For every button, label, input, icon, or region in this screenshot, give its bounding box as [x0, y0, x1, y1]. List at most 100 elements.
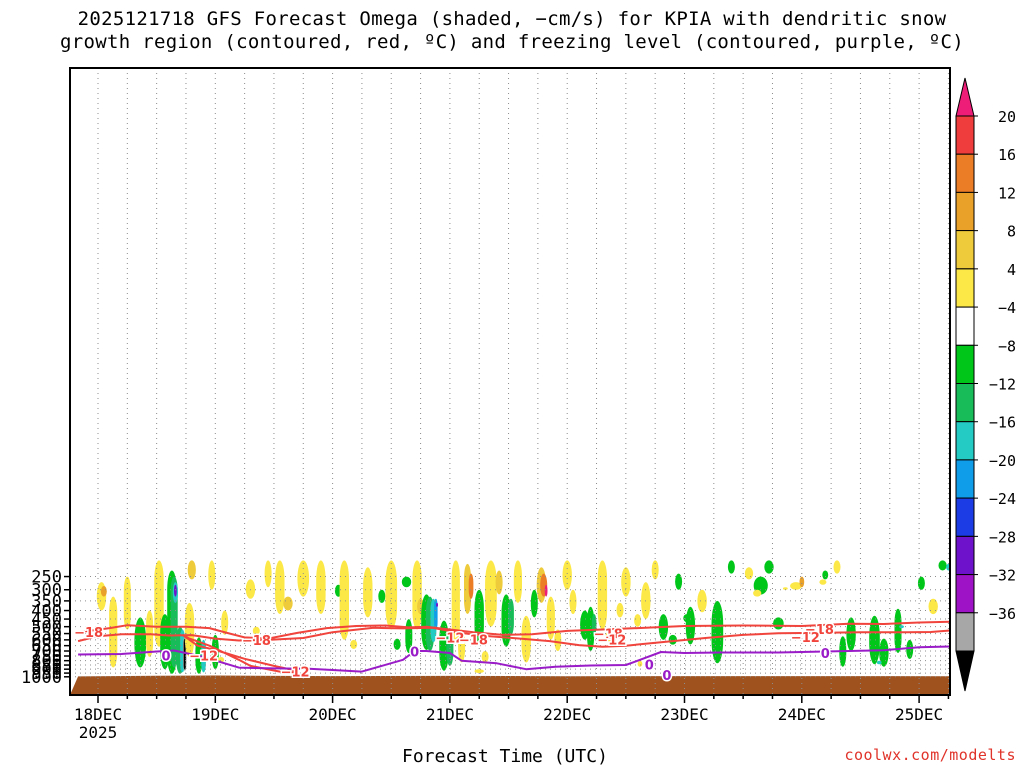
colorbar-label: −4	[998, 299, 1016, 317]
y-tick-label: 800	[31, 652, 62, 672]
omega-cell	[134, 617, 147, 668]
omega-cell	[393, 638, 401, 650]
freezing-contour-label: 0	[662, 669, 671, 684]
y-tick-label: 350	[31, 592, 62, 612]
colorbar-swatch	[955, 459, 975, 499]
surface-terrain	[70, 675, 950, 695]
omega-cell	[621, 567, 631, 597]
omega-cell	[833, 560, 841, 574]
y-axis: 2503003504004505005506006507007508008509…	[21, 568, 70, 688]
y-tick-label: 950	[31, 664, 62, 684]
omega-cell	[316, 560, 326, 614]
colorbar: 20 16 12 8 4 −4 −8 −12 −16 −20 −24 −28 −32 −36	[955, 77, 1016, 692]
colorbar-label: −28	[989, 528, 1016, 546]
dendritic-contour-label: −18	[805, 623, 834, 638]
colorbar-swatch	[955, 535, 975, 576]
colorbar-swatch	[955, 306, 975, 346]
x-tick-label: 23DEC	[660, 705, 708, 724]
colorbar-swatch	[955, 344, 975, 384]
omega-cell	[634, 614, 642, 627]
x-tick-label: 19DEC	[191, 705, 239, 724]
omega-cell	[474, 589, 484, 645]
colorbar-label: −32	[989, 567, 1016, 585]
omega-cell	[184, 602, 195, 657]
freezing-contour-label: 0	[645, 659, 654, 674]
dendritic-contour-label: −18	[74, 626, 103, 641]
omega-cell	[783, 587, 788, 590]
x-tick-label: 20DEC	[309, 705, 357, 724]
colorbar-label: −12	[989, 376, 1016, 394]
omega-cell	[637, 660, 643, 667]
x-axis: 18DEC 19DEC 20DEC 21DEC 22DEC 23DEC 24DEC 25DEC…	[74, 695, 950, 742]
colorbar-swatch	[955, 191, 975, 232]
y-tick-label: 850	[31, 656, 62, 676]
omega-cell	[439, 620, 449, 671]
omega-cell	[938, 560, 947, 571]
omega-cell	[481, 651, 489, 663]
colorbar-swatch	[955, 383, 975, 423]
omega-cell	[350, 639, 358, 649]
omega-cell	[495, 570, 503, 595]
omega-cell	[513, 560, 522, 603]
omega-cell	[530, 589, 538, 618]
omega-cell	[446, 629, 454, 666]
colorbar-swatch	[955, 574, 975, 614]
colorbar-swatch	[955, 421, 975, 461]
omega-cell	[401, 576, 412, 588]
omega-cell	[711, 600, 724, 664]
colorbar-label: −36	[989, 605, 1016, 623]
y-tick-label: 650	[31, 637, 62, 657]
omega-cell	[764, 560, 774, 574]
terrain-fill	[70, 675, 950, 695]
omega-cell	[245, 579, 256, 599]
dendritic-contour-label: −18	[594, 627, 623, 642]
dendritic-contour-label: −12	[435, 631, 464, 646]
freezing-contour-label: 0	[821, 647, 830, 662]
dendritic-contour	[77, 626, 950, 648]
omega-cell	[363, 567, 373, 618]
x-year-label: 2025	[79, 723, 118, 742]
plot-background	[70, 68, 950, 695]
omega-cell	[208, 560, 216, 590]
omega-cell	[385, 560, 398, 630]
omega-cell	[597, 560, 608, 630]
x-tick-label: 24DEC	[778, 705, 826, 724]
chart-title: 2025121718 GFS Forecast Omega (shaded, −…	[0, 8, 1024, 54]
colorbar-label: −20	[989, 452, 1016, 470]
colorbar-swatch	[955, 115, 975, 155]
colorbar-label: 20	[998, 108, 1016, 126]
omega-cell	[569, 589, 577, 614]
plot-frame	[69, 67, 951, 696]
dendritic-contour	[77, 620, 950, 640]
colorbar-swatch	[955, 153, 975, 193]
omega-cell	[283, 596, 293, 611]
omega-cell	[928, 598, 938, 615]
omega-cell	[378, 589, 386, 603]
omega-cell	[474, 669, 484, 674]
site-credit[interactable]: coolwx.com/modelts	[844, 746, 1016, 764]
colorbar-label: −16	[989, 414, 1016, 432]
omega-cell	[819, 579, 827, 585]
omega-cell	[879, 638, 889, 667]
x-axis-title: Forecast Time (UTC)	[402, 746, 608, 767]
dendritic-contour-label: −18	[459, 633, 488, 648]
x-tick-label: 25DEC	[895, 705, 943, 724]
colorbar-swatch	[955, 497, 975, 537]
y-tick-label: 600	[31, 631, 62, 651]
colorbar-label: 4	[1007, 261, 1016, 279]
y-tick-label: 400	[31, 602, 62, 622]
colorbar-swatch	[955, 268, 975, 308]
y-tick-label: 450	[31, 610, 62, 630]
freezing-level-contour	[78, 645, 950, 673]
dendritic-contour-label: −12	[791, 631, 820, 646]
y-tick-label: 250	[31, 568, 62, 588]
dendritic-contour-label: −12	[189, 650, 218, 665]
dendritic-contour	[181, 634, 299, 674]
omega-cell	[544, 584, 548, 597]
omega-cell	[485, 560, 497, 627]
omega-cell	[744, 567, 754, 580]
y-tick-label: 900	[31, 660, 62, 680]
omega-cell	[546, 596, 555, 640]
omega-cell	[651, 560, 659, 580]
